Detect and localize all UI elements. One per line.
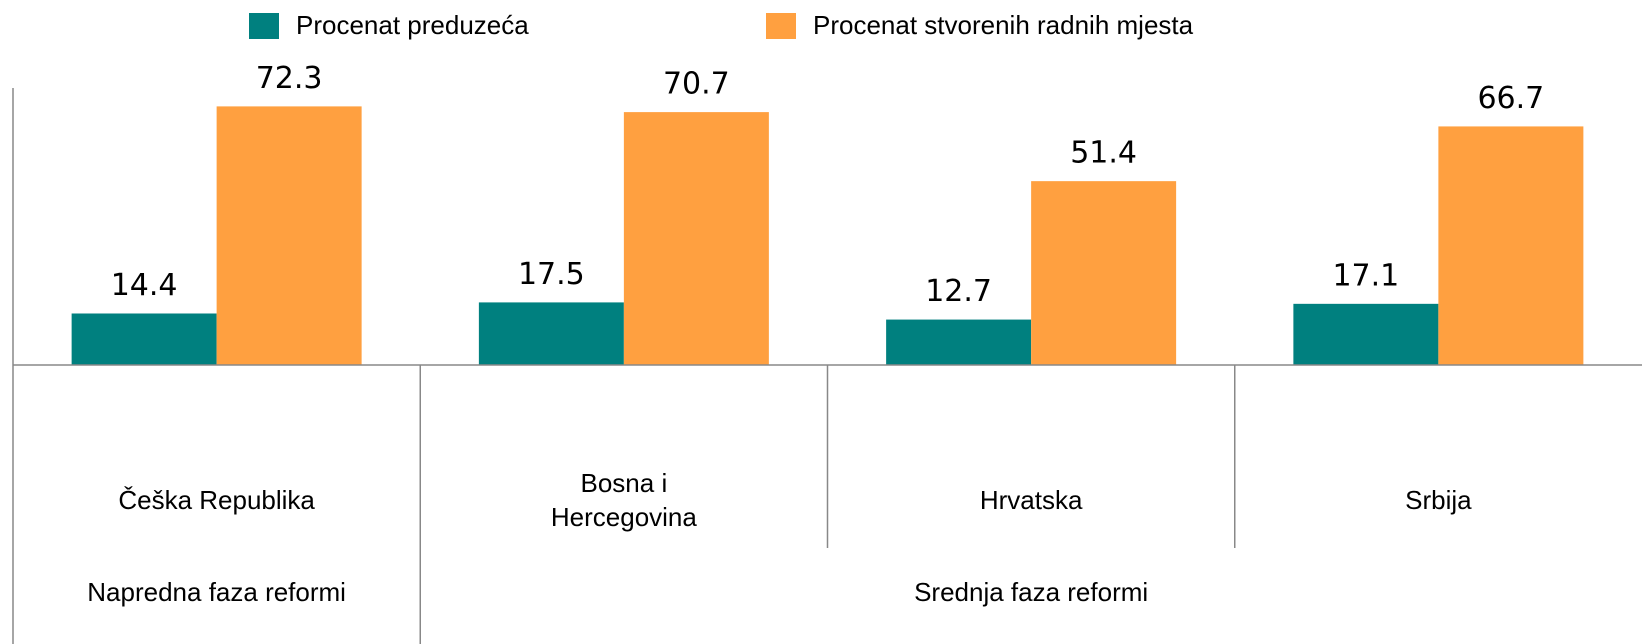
value-label: 17.1 xyxy=(1332,258,1399,293)
bar xyxy=(623,112,769,365)
value-label: 12.7 xyxy=(925,274,992,309)
value-label: 66.7 xyxy=(1477,81,1544,116)
x-tick-label: Češka Republika xyxy=(118,485,315,515)
x-tick-label: Hrvatska xyxy=(979,485,1083,515)
bar xyxy=(1031,181,1177,365)
group-label: Srednja faza reformi xyxy=(914,577,1148,607)
value-label: 51.4 xyxy=(1070,136,1137,171)
x-tick-label: Bosna i Hercegovina xyxy=(550,468,697,532)
legend-label: Procenat preduzeća xyxy=(296,10,529,40)
legend-swatch xyxy=(766,13,796,39)
bar xyxy=(478,302,624,365)
x-tick-label: Srbija xyxy=(1405,485,1472,515)
group-label: Napredna faza reformi xyxy=(87,577,346,607)
value-label: 14.4 xyxy=(111,268,178,303)
bar xyxy=(1438,126,1584,366)
legend-label: Procenat stvorenih radnih mjesta xyxy=(813,10,1194,40)
value-label: 17.5 xyxy=(518,257,585,292)
value-label: 72.3 xyxy=(256,61,323,96)
bar xyxy=(1293,303,1439,365)
bar xyxy=(216,106,362,365)
bar xyxy=(71,313,217,365)
bar xyxy=(886,319,1032,365)
legend-swatch xyxy=(249,13,279,39)
value-label: 70.7 xyxy=(663,67,730,102)
